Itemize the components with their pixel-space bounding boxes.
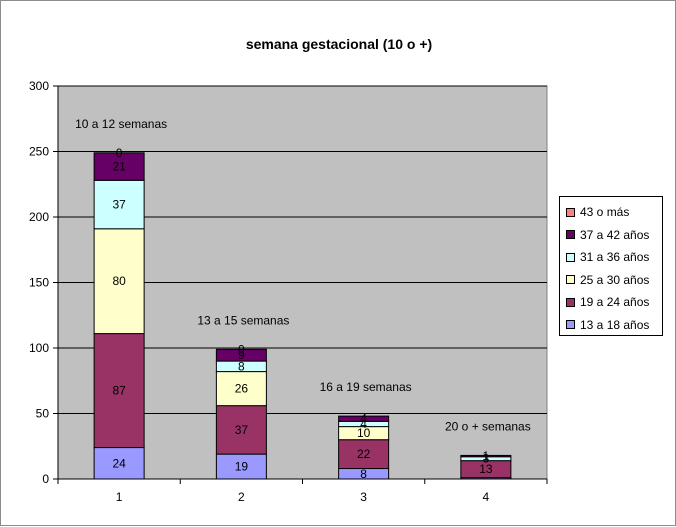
x-tick-label: 1: [116, 490, 123, 504]
data-label: 19: [235, 460, 249, 474]
y-tick-label: 300: [29, 79, 49, 93]
y-tick-label: 250: [29, 145, 49, 159]
data-label: 1: [483, 449, 490, 463]
legend-label: 19 a 24 años: [580, 295, 650, 310]
data-label: 0: [238, 342, 245, 356]
legend-label: 31 a 36 años: [580, 250, 650, 265]
bar-segment: [460, 454, 512, 458]
y-tick-label: 50: [36, 407, 50, 421]
legend-item: 25 a 30 años: [566, 269, 662, 292]
data-label: 8: [360, 467, 367, 481]
data-label: 3: [483, 452, 490, 466]
data-label: 87: [112, 384, 126, 398]
x-tick-label: 4: [483, 490, 490, 504]
legend-swatch: [566, 320, 575, 330]
y-tick-label: 100: [29, 341, 49, 355]
legend-label: 37 a 42 años: [580, 227, 650, 242]
legend-swatch: [566, 207, 575, 217]
x-tick-label: 2: [238, 490, 245, 504]
legend-label: 25 a 30 años: [580, 272, 650, 287]
data-label: 10: [357, 426, 371, 440]
x-tick-label: 3: [360, 490, 367, 504]
data-label: 37: [112, 198, 126, 212]
legend-swatch: [566, 275, 575, 285]
bar-segment: [338, 415, 390, 422]
legend-item: 37 a 42 años: [566, 224, 662, 247]
data-label: 26: [235, 382, 249, 396]
data-label: 13: [479, 462, 493, 476]
legend-item: 19 a 24 años: [566, 291, 662, 314]
bar-segment: [215, 348, 267, 362]
bars: [93, 152, 512, 480]
bar-segment: [215, 371, 267, 407]
y-tick-label: 0: [42, 472, 49, 486]
legend: 43 o más 37 a 42 años 31 a 36 años 25 a 30 …: [559, 196, 663, 336]
data-label: 37: [235, 423, 249, 437]
data-label: 9: [238, 348, 245, 362]
group-label: 20 o + semanas: [445, 419, 531, 433]
data-label: 24: [112, 456, 126, 470]
data-label: 80: [112, 274, 126, 288]
data-label: 4: [360, 417, 367, 431]
legend-swatch: [566, 297, 575, 307]
bar-segment: [93, 152, 145, 181]
legend-item: 13 a 18 años: [566, 314, 662, 337]
legend-swatch: [566, 252, 575, 262]
bar-segment: [215, 405, 267, 455]
y-tick-label: 150: [29, 276, 49, 290]
group-label: 13 a 15 semanas: [197, 313, 289, 327]
data-label: 8: [238, 359, 245, 373]
data-label: 22: [357, 447, 371, 461]
group-label: 16 a 19 semanas: [320, 380, 412, 394]
bar-segment: [93, 447, 145, 480]
legend-item: 31 a 36 años: [566, 246, 662, 269]
data-label: 4: [360, 412, 367, 426]
legend-swatch: [566, 230, 575, 240]
group-label: 10 a 12 semanas: [75, 117, 167, 131]
data-label: 0: [116, 146, 123, 160]
bar-segment: [338, 439, 390, 470]
legend-label: 43 o más: [580, 205, 630, 220]
legend-item: 43 o más: [566, 201, 662, 224]
data-label: 21: [112, 160, 126, 174]
axes: [53, 85, 548, 484]
y-tick-label: 200: [29, 210, 49, 224]
chart-title: semana gestacional (10 o +): [246, 36, 432, 52]
legend-label: 13 a 18 años: [580, 317, 650, 332]
